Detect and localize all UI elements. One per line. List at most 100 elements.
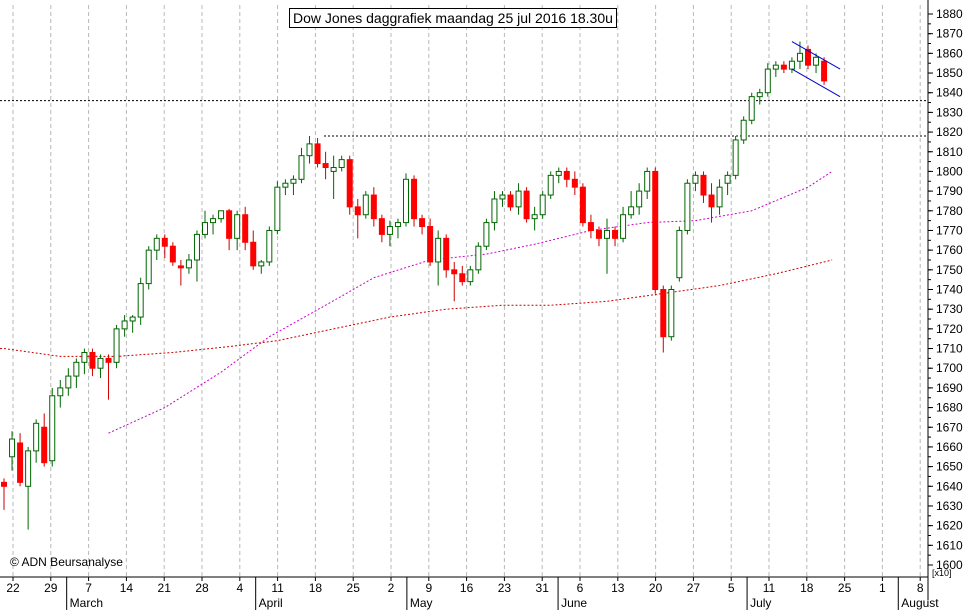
trend-channel-line — [791, 68, 841, 98]
candle-body — [362, 194, 369, 216]
candle-body — [821, 60, 828, 82]
candle-body — [571, 178, 578, 188]
candle-body — [523, 190, 530, 220]
candle-body — [563, 170, 570, 180]
candle-body — [338, 159, 345, 168]
y-tick-label: 1660 — [936, 440, 963, 454]
moving-average-line — [108, 171, 833, 434]
candle-body — [684, 182, 691, 231]
candle-body — [97, 357, 104, 369]
x-day-label: 22 — [6, 581, 20, 595]
trend-channel-line — [791, 41, 841, 70]
y-tick-label: 1670 — [936, 420, 963, 434]
candle-body — [17, 442, 24, 483]
candle-body — [780, 64, 787, 70]
y-tick-label: 1800 — [936, 164, 963, 178]
candle-body — [427, 226, 434, 263]
candle-body — [185, 259, 192, 269]
y-tick-label: 1840 — [936, 86, 963, 100]
candle-body — [411, 178, 418, 220]
candle-body — [604, 229, 610, 239]
candle-body — [73, 361, 80, 377]
candle-body — [595, 229, 602, 239]
candle-body — [113, 328, 120, 363]
candle-body — [805, 48, 811, 66]
x-day-label: 20 — [649, 581, 663, 595]
candle-body — [129, 316, 136, 322]
x-month-label: June — [561, 596, 587, 610]
x-day-label: 28 — [195, 581, 209, 595]
candle-body — [531, 214, 538, 220]
candle-body — [724, 174, 731, 184]
candle-body — [153, 237, 160, 251]
y-tick-label: 1830 — [936, 105, 963, 119]
candle-body — [370, 194, 377, 220]
y-tick-label: 1680 — [936, 401, 963, 415]
y-tick-label: 1750 — [936, 263, 963, 277]
candle-body — [435, 237, 442, 263]
candle-body — [330, 166, 337, 172]
candle-body — [419, 218, 426, 228]
candle-body — [57, 387, 64, 397]
candle-body — [788, 60, 795, 70]
candle-body — [49, 395, 56, 462]
candle-body — [668, 289, 675, 338]
y-tick-label: 1780 — [936, 204, 963, 218]
x-day-label: 21 — [158, 581, 172, 595]
y-tick-label: 1810 — [936, 145, 963, 159]
x-day-label: 23 — [498, 581, 512, 595]
candle-body — [242, 214, 249, 243]
x-day-label: 25 — [838, 581, 852, 595]
candle-body — [644, 170, 651, 192]
candle-body — [756, 92, 763, 98]
y-tick-label: 1650 — [936, 460, 963, 474]
candle-body — [499, 194, 506, 200]
candle-body — [105, 357, 112, 363]
y-tick-label: 1870 — [936, 27, 963, 41]
x-day-label: 11 — [763, 581, 776, 595]
candle-body — [515, 190, 522, 208]
x-month-label: March — [70, 596, 103, 610]
candle-body — [579, 186, 586, 224]
candle-body — [346, 159, 353, 208]
candle-body — [636, 190, 643, 208]
x-day-label: 18 — [309, 581, 323, 595]
candle-body — [193, 233, 200, 261]
trend-channel-layer — [791, 41, 841, 98]
candle-body — [692, 174, 699, 184]
candle-body — [555, 170, 562, 176]
candle-body — [210, 218, 217, 224]
candle-body — [708, 194, 715, 208]
candle-body — [137, 283, 144, 318]
candle-body — [33, 422, 40, 452]
candle-body — [169, 245, 176, 263]
y-tick-label: 1640 — [936, 479, 963, 493]
candle-body — [459, 273, 466, 283]
candle-body — [298, 155, 305, 180]
x-day-label: 27 — [687, 581, 701, 595]
candle-body — [716, 186, 723, 208]
candle-body — [81, 351, 88, 363]
y-tick-label: 1850 — [936, 66, 963, 80]
candle-body — [258, 261, 265, 267]
x-day-label: 13 — [611, 581, 625, 595]
candle-body — [394, 222, 401, 228]
x-month-label: April — [259, 596, 283, 610]
moving-average-layer — [0, 171, 833, 434]
candle-body — [748, 96, 755, 121]
candle-body — [9, 438, 16, 458]
candle-body — [89, 351, 96, 369]
x-day-label: 16 — [460, 581, 474, 595]
candle-body — [403, 178, 409, 224]
y-tick-label: 1790 — [936, 184, 963, 198]
x-month-label: August — [901, 596, 939, 610]
chart-title: Dow Jones daggrafiek maandag 25 jul 2016… — [289, 8, 617, 28]
candle-body — [612, 229, 619, 239]
grid-layer — [12, 5, 921, 577]
x-day-label: 4 — [236, 581, 243, 595]
candle-body — [378, 218, 385, 235]
candle-body — [676, 229, 683, 279]
candle-body — [226, 210, 233, 239]
